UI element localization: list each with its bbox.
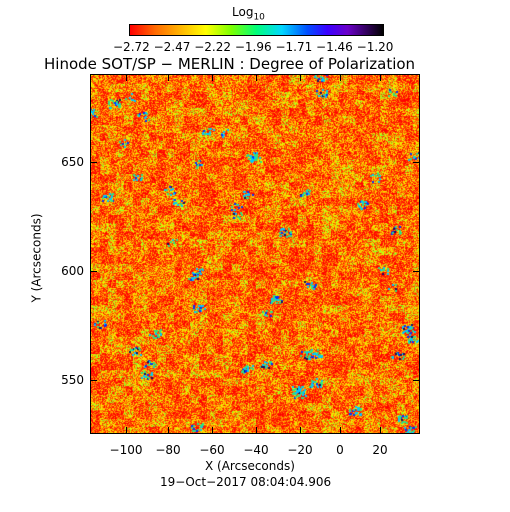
x-tick (212, 74, 213, 81)
colorbar-tick-label: −1.46 (316, 40, 353, 54)
x-tick (126, 427, 127, 434)
x-tick (340, 427, 341, 434)
x-tick-label: −80 (155, 443, 181, 457)
colorbar-tick-label: −2.22 (194, 40, 231, 54)
polarization-image (91, 75, 419, 433)
colorbar-tick-label: −1.71 (275, 40, 313, 54)
x-tick-label: 20 (372, 443, 388, 457)
y-tick (90, 380, 97, 381)
x-tick (256, 74, 257, 81)
y-axis-label: Y (Arcseconds) (29, 213, 44, 303)
x-tick (300, 427, 301, 434)
colorbar-ticks: −2.72 −2.47 −2.22 −1.96 −1.71 −1.46 −1.2… (113, 41, 393, 53)
x-tick-label: −60 (199, 443, 225, 457)
x-tick (380, 74, 381, 81)
x-tick-label: −40 (243, 443, 269, 457)
y-tick-label: 550 (61, 373, 84, 387)
colorbar-tick-label: −2.72 (113, 40, 150, 54)
x-tick (168, 74, 169, 81)
x-tick-label: −20 (287, 443, 313, 457)
y-tick (413, 162, 420, 163)
x-tick (300, 74, 301, 81)
x-tick (256, 427, 257, 434)
x-tick (126, 74, 127, 81)
x-tick-label: −100 (109, 443, 143, 457)
polarization-map (90, 74, 420, 434)
x-tick-label: 0 (336, 443, 344, 457)
y-tick (413, 271, 420, 272)
timestamp: 19−Oct−2017 08:04:04.906 (160, 475, 332, 489)
colorbar-label: Log10 (232, 6, 265, 23)
plot-title: Hinode SOT/SP − MERLIN : Degree of Polar… (44, 55, 416, 73)
x-tick (212, 427, 213, 434)
y-tick (90, 162, 97, 163)
y-tick (413, 380, 420, 381)
colorbar-label-sub: 10 (253, 12, 265, 23)
x-tick (168, 427, 169, 434)
x-tick (380, 427, 381, 434)
colorbar-tick-label: −1.20 (356, 40, 394, 54)
x-axis-label: X (Arcseconds) (205, 459, 295, 473)
colorbar (129, 24, 384, 36)
x-tick (340, 74, 341, 81)
colorbar-tick-label: −1.96 (234, 40, 272, 54)
colorbar-tick-label: −2.47 (153, 40, 191, 54)
colorbar-label-main: Log (232, 5, 254, 19)
y-tick (90, 271, 97, 272)
y-tick-label: 650 (61, 155, 84, 169)
y-tick-label: 600 (61, 264, 84, 278)
